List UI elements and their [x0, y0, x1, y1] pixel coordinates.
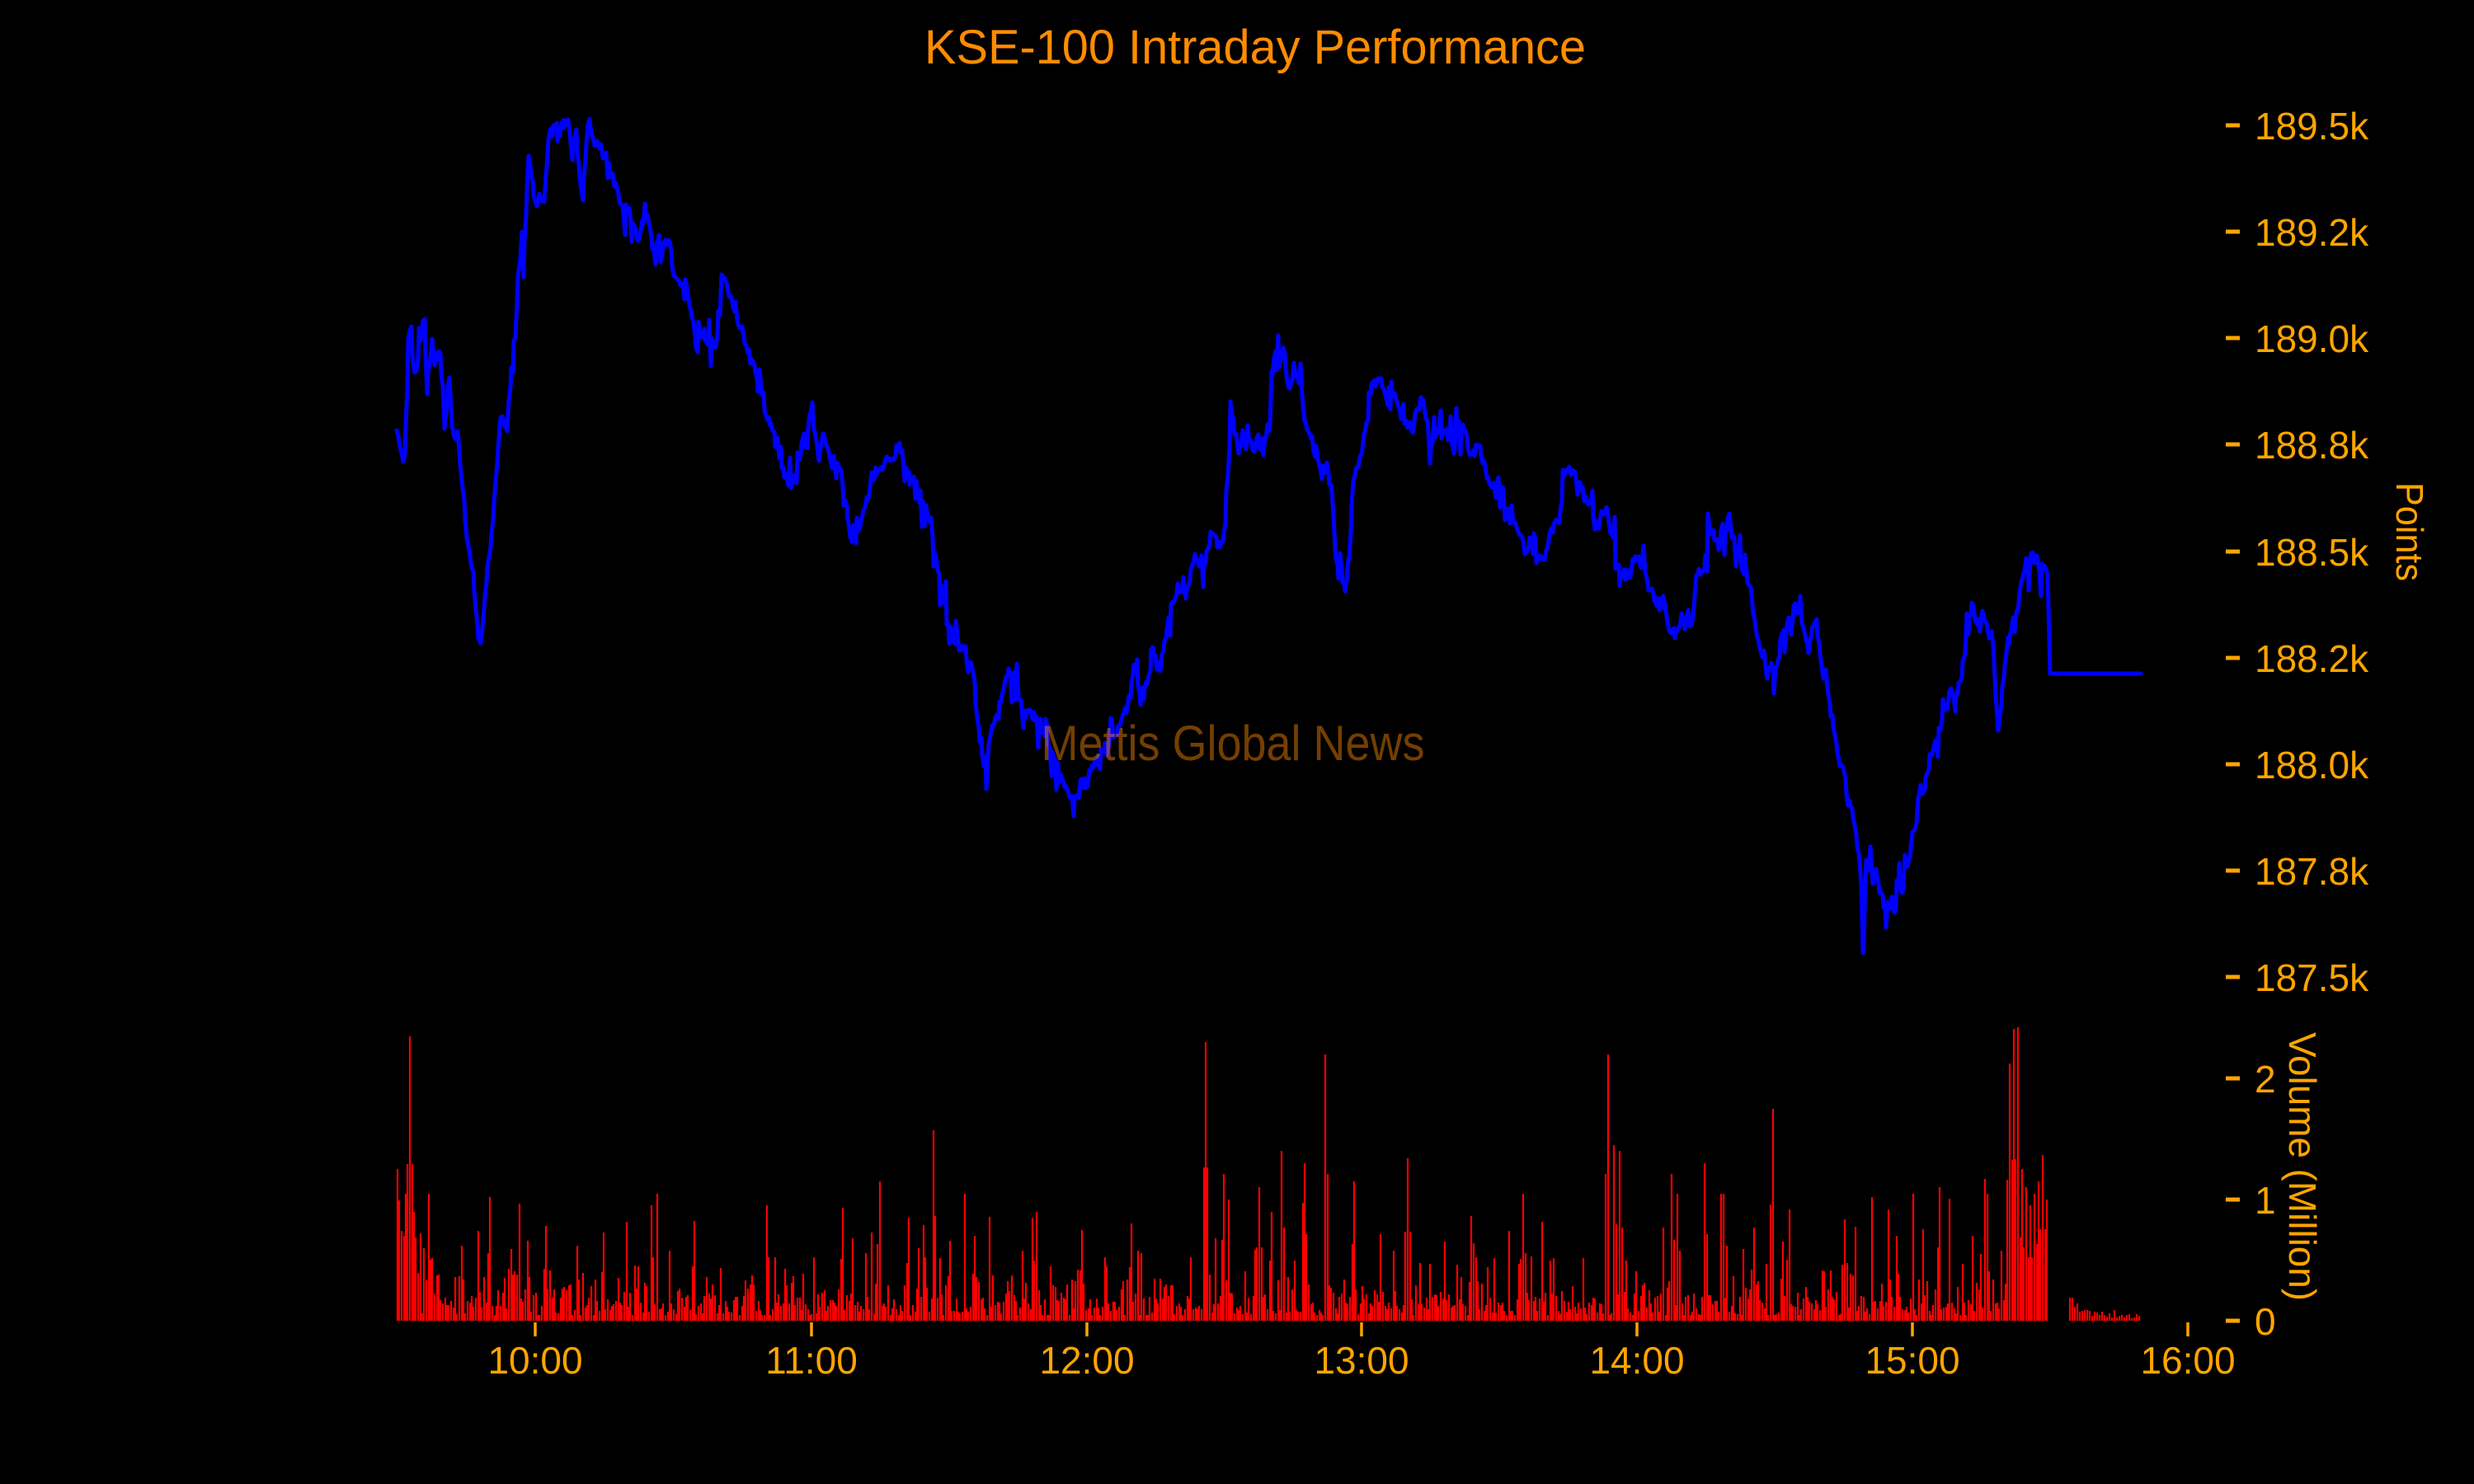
svg-text:187.8k: 187.8k	[2255, 850, 2369, 893]
svg-text:189.0k: 189.0k	[2255, 317, 2369, 360]
svg-text:188.0k: 188.0k	[2255, 744, 2369, 787]
svg-text:1: 1	[2255, 1179, 2276, 1222]
svg-text:189.2k: 189.2k	[2255, 211, 2369, 254]
svg-text:188.5k: 188.5k	[2255, 531, 2369, 574]
svg-text:187.5k: 187.5k	[2255, 956, 2369, 999]
svg-text:14:00: 14:00	[1589, 1339, 1684, 1382]
svg-text:0: 0	[2255, 1300, 2276, 1343]
svg-text:13:00: 13:00	[1314, 1339, 1409, 1382]
svg-text:15:00: 15:00	[1865, 1339, 1959, 1382]
svg-text:188.2k: 188.2k	[2255, 637, 2369, 680]
svg-text:2: 2	[2255, 1058, 2276, 1101]
svg-text:12:00: 12:00	[1039, 1339, 1134, 1382]
svg-text:188.8k: 188.8k	[2255, 424, 2369, 467]
svg-text:16:00: 16:00	[2140, 1339, 2235, 1382]
svg-text:KSE-100 Intraday Performance: KSE-100 Intraday Performance	[924, 21, 1586, 74]
svg-text:Points: Points	[2388, 482, 2431, 581]
svg-text:11:00: 11:00	[765, 1339, 858, 1382]
svg-text:189.5k: 189.5k	[2255, 105, 2369, 148]
svg-text:Volume (Million): Volume (Million)	[2281, 1032, 2324, 1301]
svg-text:10:00: 10:00	[487, 1339, 582, 1382]
svg-text:Mettis Global News: Mettis Global News	[1042, 716, 1425, 771]
